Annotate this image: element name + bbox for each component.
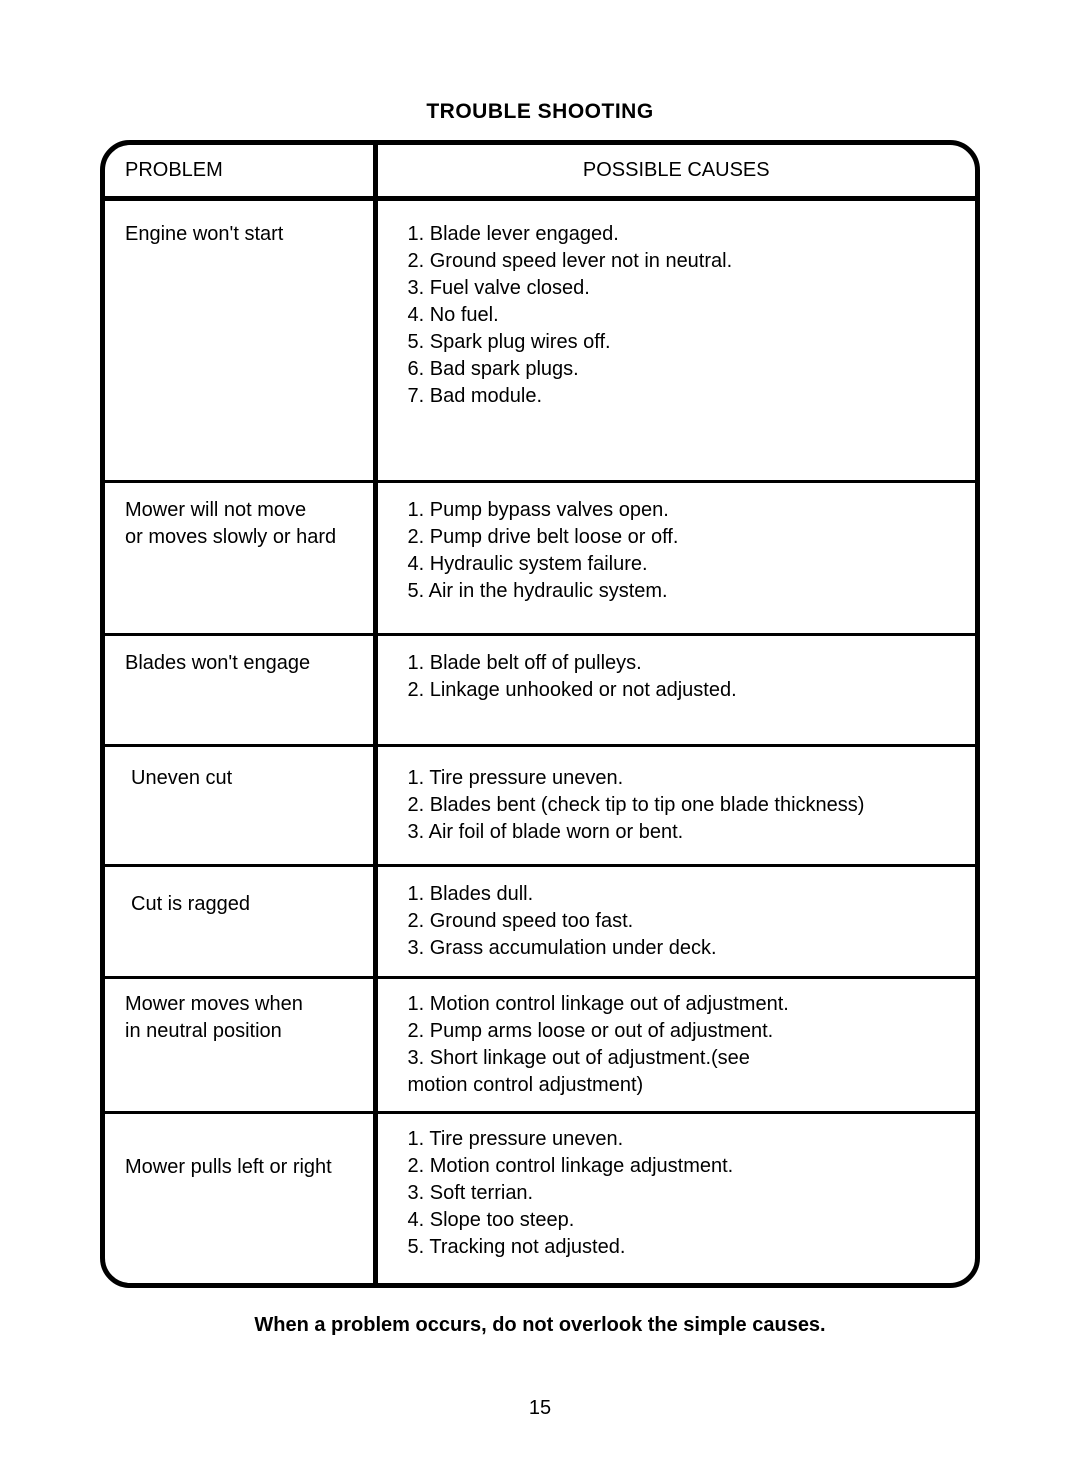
footer-note: When a problem occurs, do not overlook t… — [100, 1314, 980, 1337]
causes-cell: 1. Tire pressure uneven.2. Blades bent (… — [375, 746, 975, 866]
table-row: Mower will not moveor moves slowly or ha… — [105, 482, 975, 635]
cause-line: motion control adjustment) — [408, 1072, 962, 1099]
cause-line: 2. Pump drive belt loose or off. — [408, 524, 962, 551]
table-row: Mower pulls left or right1. Tire pressur… — [105, 1113, 975, 1284]
column-header-problem: PROBLEM — [105, 145, 375, 199]
causes-cell: 1. Blades dull.2. Ground speed too fast.… — [375, 866, 975, 978]
cause-line: 1. Blade belt off of pulleys. — [408, 650, 962, 677]
page-title: TROUBLE SHOOTING — [100, 100, 980, 124]
problem-cell: Cut is ragged — [105, 866, 375, 978]
cause-line: 3. Short linkage out of adjustment.(see — [408, 1045, 962, 1072]
problem-cell: Mower will not moveor moves slowly or ha… — [105, 482, 375, 635]
table-row: Blades won't engage1. Blade belt off of … — [105, 635, 975, 746]
cause-line: 1. Motion control linkage out of adjustm… — [408, 991, 962, 1018]
cause-line: 4. Hydraulic system failure. — [408, 551, 962, 578]
table-header-row: PROBLEM POSSIBLE CAUSES — [105, 145, 975, 199]
problem-cell: Engine won't start — [105, 199, 375, 482]
causes-cell: 1. Blade lever engaged.2. Ground speed l… — [375, 199, 975, 482]
causes-cell: 1. Pump bypass valves open.2. Pump drive… — [375, 482, 975, 635]
column-header-causes: POSSIBLE CAUSES — [375, 145, 975, 199]
problem-cell: Mower pulls left or right — [105, 1113, 375, 1284]
page-number: 15 — [100, 1397, 980, 1420]
table-body: Engine won't start1. Blade lever engaged… — [105, 199, 975, 1284]
table-row: Uneven cut1. Tire pressure uneven.2. Bla… — [105, 746, 975, 866]
cause-line: 5. Air in the hydraulic system. — [408, 578, 962, 605]
causes-cell: 1. Tire pressure uneven.2. Motion contro… — [375, 1113, 975, 1284]
problem-cell: Mower moves whenin neutral position — [105, 978, 375, 1113]
cause-line: 3. Fuel valve closed. — [408, 275, 962, 302]
cause-line: 3. Grass accumulation under deck. — [408, 935, 962, 962]
causes-cell: 1. Blade belt off of pulleys.2. Linkage … — [375, 635, 975, 746]
problem-cell: Uneven cut — [105, 746, 375, 866]
table-row: Cut is ragged1. Blades dull.2. Ground sp… — [105, 866, 975, 978]
table-row: Engine won't start1. Blade lever engaged… — [105, 199, 975, 482]
cause-line: 5. Spark plug wires off. — [408, 329, 962, 356]
causes-cell: 1. Motion control linkage out of adjustm… — [375, 978, 975, 1113]
cause-line: 1. Tire pressure uneven. — [408, 765, 962, 792]
cause-line: 2. Linkage unhooked or not adjusted. — [408, 677, 962, 704]
cause-line: 1. Pump bypass valves open. — [408, 497, 962, 524]
cause-line: 2. Blades bent (check tip to tip one bla… — [408, 792, 962, 819]
cause-line: 2. Ground speed too fast. — [408, 908, 962, 935]
cause-line: 1. Blades dull. — [408, 881, 962, 908]
troubleshooting-table-wrapper: PROBLEM POSSIBLE CAUSES Engine won't sta… — [100, 140, 980, 1288]
cause-line: 4. No fuel. — [408, 302, 962, 329]
cause-line: 3. Soft terrian. — [408, 1180, 962, 1207]
troubleshooting-table: PROBLEM POSSIBLE CAUSES Engine won't sta… — [105, 145, 975, 1283]
cause-line: 2. Ground speed lever not in neutral. — [408, 248, 962, 275]
cause-line: 1. Blade lever engaged. — [408, 221, 962, 248]
cause-line: 3. Air foil of blade worn or bent. — [408, 819, 962, 846]
cause-line: 2. Motion control linkage adjustment. — [408, 1153, 962, 1180]
page: TROUBLE SHOOTING PROBLEM POSSIBLE CAUSES… — [0, 0, 1080, 1460]
cause-line: 6. Bad spark plugs. — [408, 356, 962, 383]
cause-line: 4. Slope too steep. — [408, 1207, 962, 1234]
cause-line: 1. Tire pressure uneven. — [408, 1126, 962, 1153]
problem-cell: Blades won't engage — [105, 635, 375, 746]
cause-line: 5. Tracking not adjusted. — [408, 1234, 962, 1261]
cause-line: 7. Bad module. — [408, 383, 962, 410]
table-row: Mower moves whenin neutral position 1. Mo… — [105, 978, 975, 1113]
cause-line: 2. Pump arms loose or out of adjustment. — [408, 1018, 962, 1045]
